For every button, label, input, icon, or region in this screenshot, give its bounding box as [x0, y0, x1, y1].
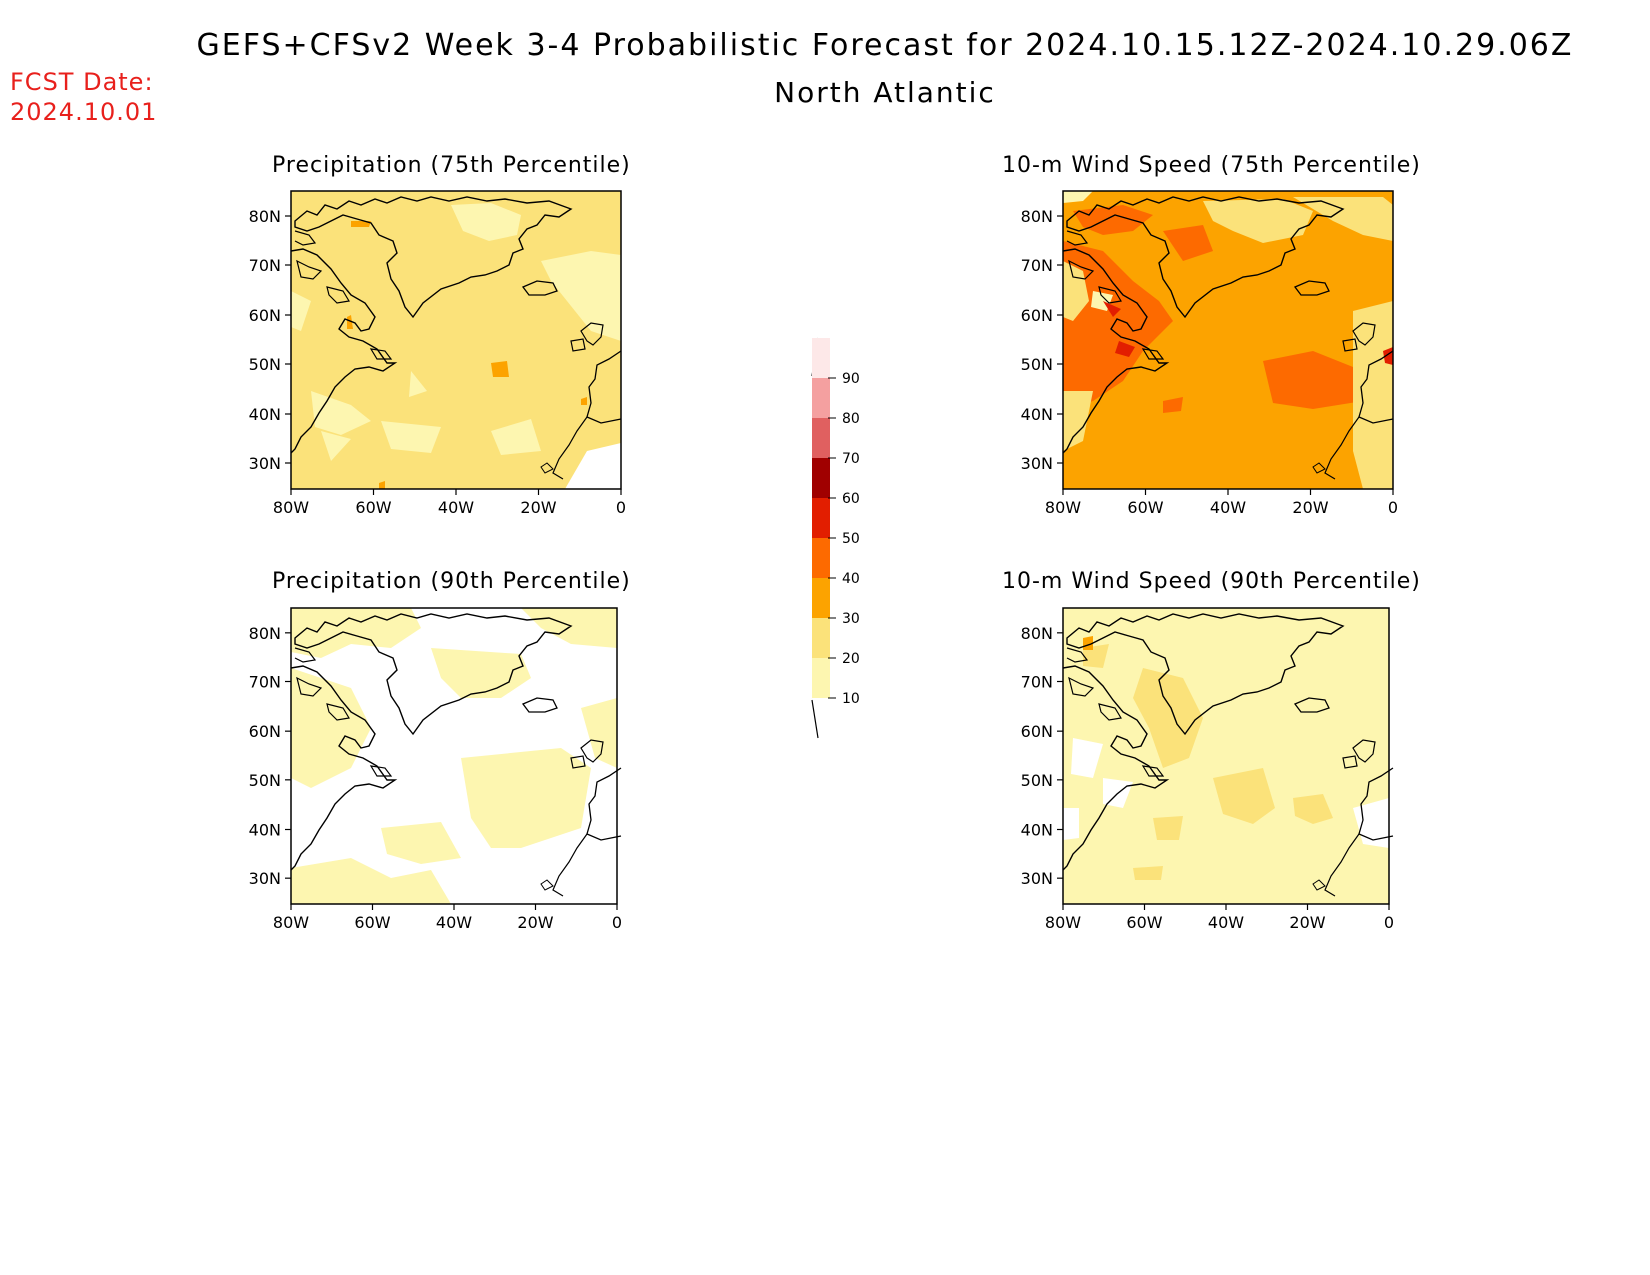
lat-tick-label: 40N — [1021, 821, 1053, 840]
lat-tick-label: 50N — [249, 771, 281, 790]
lat-tick-label: 40N — [249, 405, 281, 424]
main-title: GEFS+CFSv2 Week 3-4 Probabilistic Foreca… — [196, 28, 1574, 63]
lat-tick-label: 80N — [1021, 624, 1053, 643]
region-subtitle: North Atlantic — [774, 76, 996, 109]
lat-tick-label: 40N — [1021, 405, 1053, 424]
lat-tick-label: 50N — [1021, 355, 1053, 374]
lon-tick-label: 0 — [1384, 913, 1394, 932]
lon-tick-label: 80W — [273, 498, 309, 517]
lat-tick-label: 50N — [249, 355, 281, 374]
lon-tick-label: 80W — [1045, 913, 1081, 932]
lon-tick-label: 0 — [616, 498, 626, 517]
lat-tick-label: 40N — [249, 821, 281, 840]
lat-tick-label: 80N — [249, 624, 281, 643]
lat-tick-label: 70N — [1021, 256, 1053, 275]
lat-tick-label: 30N — [1021, 454, 1053, 473]
lat-tick-label: 30N — [249, 454, 281, 473]
colorbar-label: 90 — [842, 371, 860, 387]
lon-tick-label: 40W — [1210, 498, 1246, 517]
lon-tick-label: 20W — [1289, 913, 1325, 932]
map-background — [1063, 608, 1389, 904]
lat-tick-label: 60N — [1021, 722, 1053, 741]
panel-title-wind-90: 10-m Wind Speed (90th Percentile) — [1002, 569, 1421, 594]
lat-tick-label: 70N — [1021, 673, 1053, 692]
colorbar-swatch — [812, 658, 830, 698]
colorbar-label: 50 — [842, 531, 860, 547]
colorbar-label: 40 — [842, 571, 860, 587]
lat-tick-label: 30N — [249, 869, 281, 888]
panel-title-wind-75: 10-m Wind Speed (75th Percentile) — [1002, 153, 1421, 178]
lon-tick-label: 60W — [1127, 498, 1163, 517]
colorbar-swatch — [812, 418, 830, 458]
lat-tick-label: 50N — [1021, 771, 1053, 790]
colorbar-label: 30 — [842, 611, 860, 627]
colorbar-swatch — [812, 538, 830, 578]
colorbar-swatch — [812, 618, 830, 658]
map-wind-75 — [1062, 190, 1394, 490]
lat-tick-label: 70N — [249, 673, 281, 692]
lon-tick-label: 60W — [355, 498, 391, 517]
colorbar: 90 80 70 60 50 40 30 20 10 — [811, 337, 860, 739]
map-wind-90 — [1062, 607, 1394, 905]
colorbar-swatch — [812, 458, 830, 498]
lon-tick-label: 40W — [436, 913, 472, 932]
panel-title-precip-90: Precipitation (90th Percentile) — [272, 569, 631, 594]
lon-tick-label: 20W — [520, 498, 556, 517]
colorbar-swatch — [812, 578, 830, 618]
lon-tick-label: 0 — [1388, 498, 1398, 517]
map-precip-90 — [290, 607, 622, 905]
lat-tick-label: 30N — [1021, 869, 1053, 888]
colorbar-bottom-arrow — [811, 699, 819, 739]
lat-tick-label: 60N — [249, 306, 281, 325]
lon-tick-label: 80W — [273, 913, 309, 932]
colorbar-label: 70 — [842, 451, 860, 467]
lat-tick-label: 80N — [1021, 207, 1053, 226]
lon-tick-label: 20W — [517, 913, 553, 932]
lat-tick-label: 70N — [249, 256, 281, 275]
lat-tick-label: 80N — [249, 207, 281, 226]
colorbar-label: 80 — [842, 411, 860, 427]
colorbar-label: 60 — [842, 491, 860, 507]
lon-tick-label: 20W — [1292, 498, 1328, 517]
lat-tick-label: 60N — [1021, 306, 1053, 325]
colorbar-label: 10 — [842, 691, 860, 707]
colorbar-swatch — [812, 498, 830, 538]
colorbar-label: 20 — [842, 651, 860, 667]
map-precip-75 — [290, 190, 622, 490]
lon-tick-label: 60W — [1126, 913, 1162, 932]
lon-tick-label: 0 — [612, 913, 622, 932]
panel-title-precip-75: Precipitation (75th Percentile) — [272, 153, 631, 178]
fcst-date-label: FCST Date: — [10, 68, 154, 96]
colorbar-swatch — [812, 378, 830, 418]
lon-tick-label: 40W — [1208, 913, 1244, 932]
lon-tick-label: 80W — [1045, 498, 1081, 517]
colorbar-swatch — [812, 338, 830, 378]
fcst-date-value: 2024.10.01 — [10, 98, 158, 126]
lon-tick-label: 40W — [438, 498, 474, 517]
lon-tick-label: 60W — [354, 913, 390, 932]
lat-tick-label: 60N — [249, 722, 281, 741]
